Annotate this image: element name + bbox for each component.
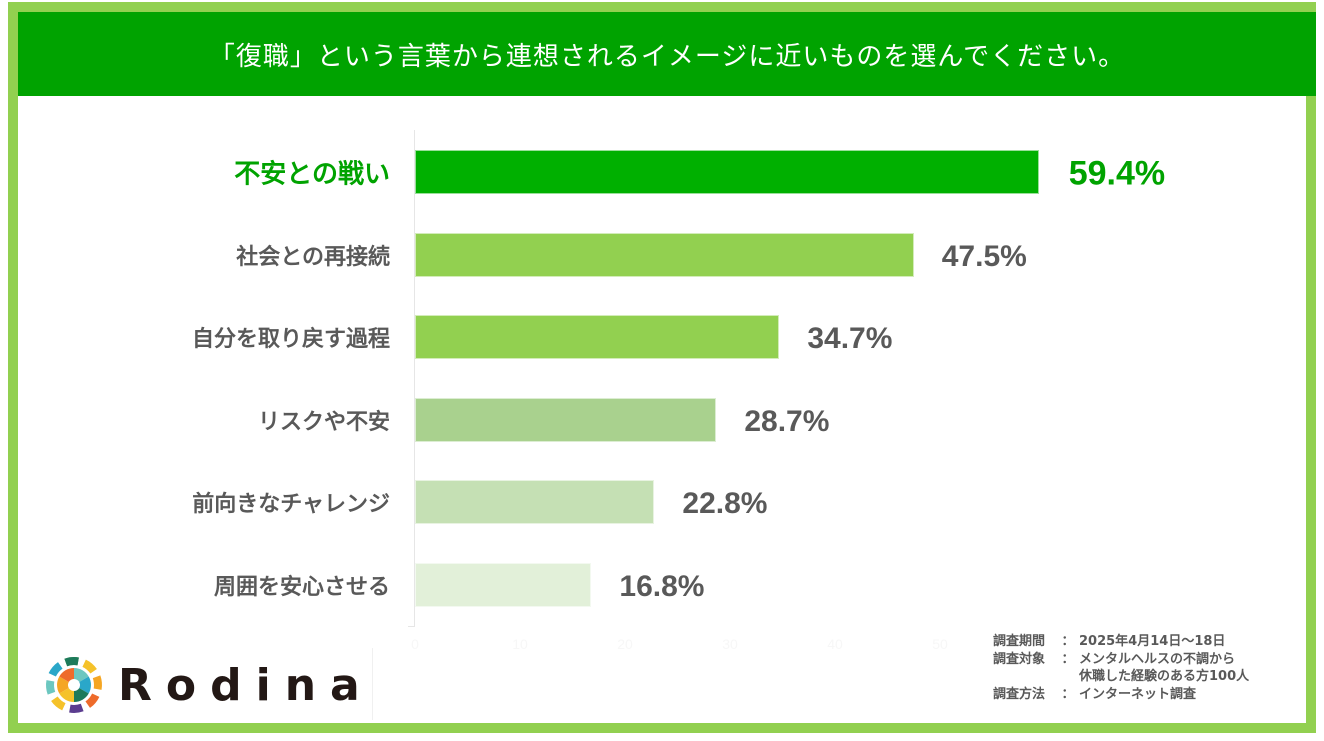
value-label: 59.4% [1068,154,1166,193]
survey-target-value-cont: 休職した経験のある方100人 [1079,669,1250,684]
category-label: 不安との戦い [234,159,390,190]
value-label: 22.8% [682,487,768,520]
survey-method-value: インターネット調査 [1079,686,1197,702]
category-label: 周囲を安心させる [213,574,390,600]
category-label: 自分を取り戻す過程 [191,327,390,352]
value-label: 34.7% [807,322,893,355]
bar [415,150,1039,194]
value-label: 47.5% [941,239,1027,273]
value-label: 16.8% [619,569,705,603]
category-label: リスクや不安 [257,409,390,435]
x-tick-label: 20 [617,636,633,652]
x-tick-label: 0 [411,636,419,652]
rodina-logo: Rodina [44,655,374,715]
title-banner: 「復職」という言葉から連想されるイメージに近いものを選んでください。 [18,12,1316,96]
aperture-logo-icon [46,657,102,713]
bar [415,397,717,442]
survey-period-label: 調査期間 [993,634,1046,649]
y-axis-line [414,130,415,627]
value-label: 28.7% [744,404,830,438]
category-label: 前向きなチャレンジ [192,492,390,517]
chart-title: 「復職」という言葉から連想されるイメージに近いものを選んでください。 [208,41,1126,72]
category-label: 社会との再接続 [236,244,390,270]
slide-frame [8,2,1316,733]
survey-info: 調査期間 ： 2025年4月14日～18日 調査対象 ： メンタルヘルスの不調か… [993,634,1250,702]
x-tick-label: 50 [932,636,948,652]
x-tick-label: 30 [722,636,738,652]
survey-target-value: メンタルヘルスの不調から [1079,651,1236,667]
bar [415,562,592,607]
x-tick-label: 40 [827,636,843,652]
survey-target-label: 調査対象 [993,651,1046,667]
bar [415,232,914,277]
logo-divider [372,648,373,720]
bar [415,480,655,524]
survey-method-label: 調査方法 [993,686,1046,702]
axis-corner [408,626,415,627]
x-tick-label: 10 [512,636,528,652]
survey-period-value: 2025年4月14日～18日 [1079,634,1226,649]
logo-wordmark: Rodina [118,659,374,711]
bar [415,315,780,359]
